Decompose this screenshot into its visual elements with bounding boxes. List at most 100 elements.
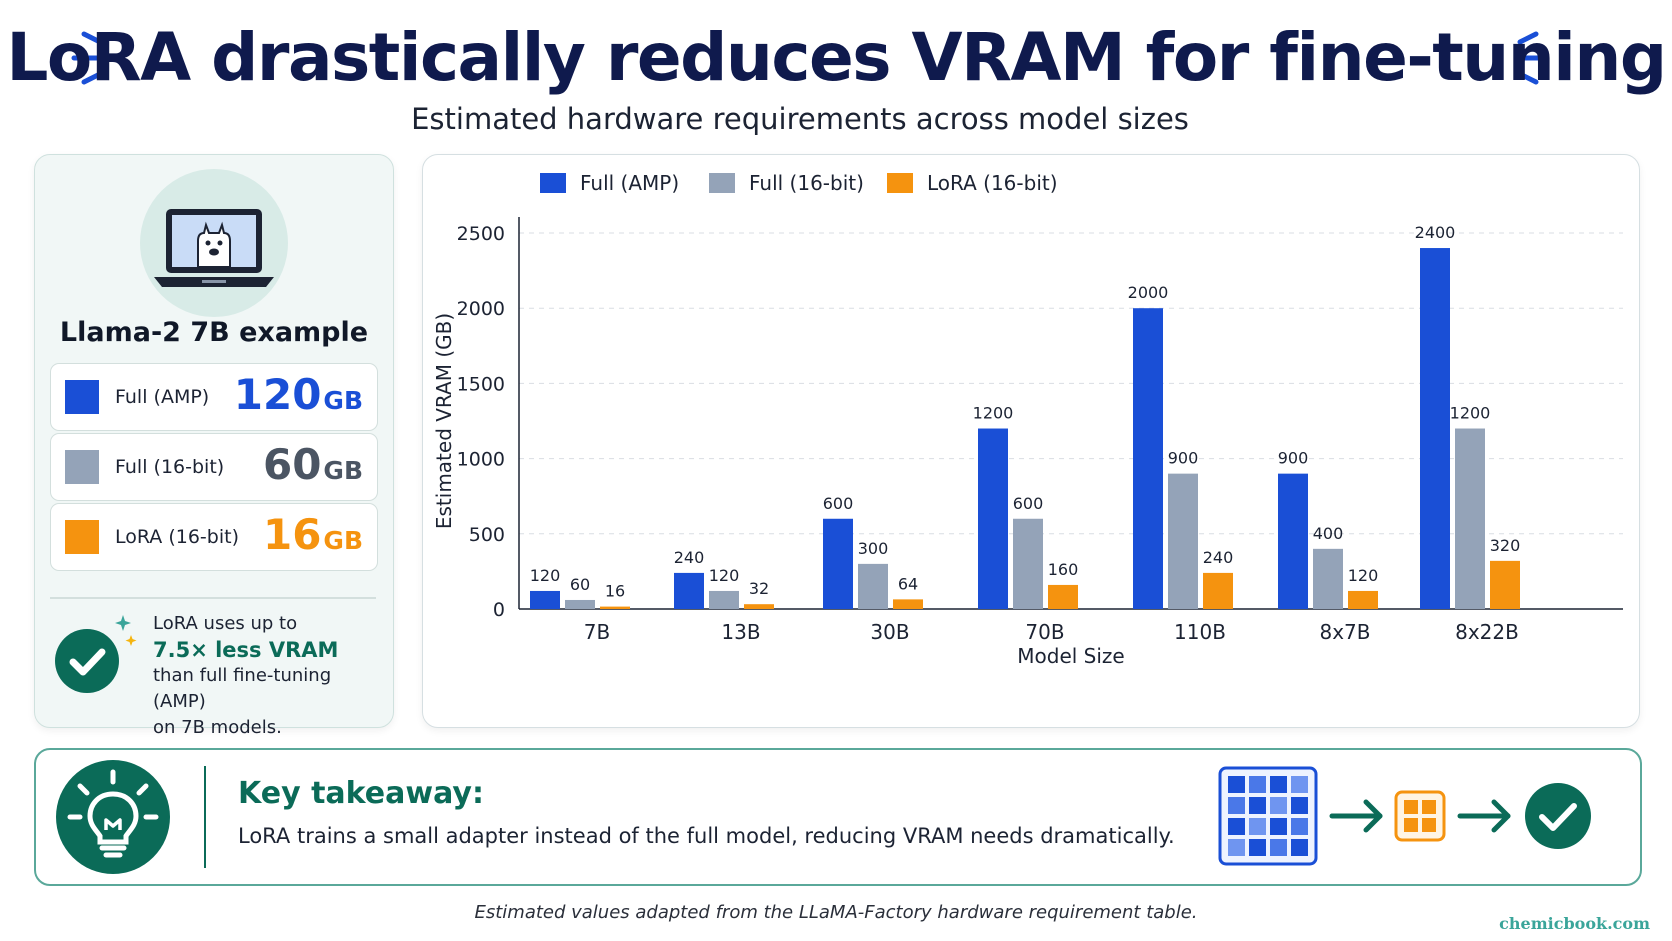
page-title: LoRA drastically reduces VRAM for fine-t…: [6, 19, 1667, 96]
data-label: 2400: [1415, 223, 1456, 242]
bar-full-16: [709, 590, 739, 609]
data-label: 240: [1203, 548, 1234, 567]
bar-full-amp: [1420, 248, 1450, 609]
bar-lora-16: [1203, 572, 1233, 609]
bar-lora-16: [1048, 584, 1078, 609]
note-text: LoRA uses up to 7.5× less VRAM than full…: [153, 611, 389, 741]
x-tick-label: 30B: [870, 620, 909, 644]
legend-label: Full (16-bit): [749, 171, 864, 195]
x-tick-label: 8x7B: [1319, 620, 1370, 644]
chart-card: 0 500 1000 1500 2000 2500 120 60 16 7B 240 120 32 13B…: [422, 154, 1640, 728]
data-label: 400: [1313, 524, 1344, 543]
bar-full-amp: [823, 518, 853, 609]
bar-full-amp: [674, 572, 704, 609]
y-tick-label: 2500: [457, 223, 505, 245]
y-tick-label: 1500: [457, 373, 505, 395]
bar-full-16: [1313, 548, 1343, 609]
data-label: 16: [605, 582, 625, 601]
takeaway-text: LoRA trains a small adapter instead of t…: [238, 824, 1175, 848]
bar-full-amp: [1133, 308, 1163, 609]
y-tick-label: 1000: [457, 449, 505, 471]
adapter-grid-icon: [1394, 790, 1446, 842]
x-tick-label: 110B: [1174, 620, 1226, 644]
y-tick-label: 0: [493, 599, 505, 621]
legend-swatch: [887, 173, 913, 193]
lora-16-swatch: [65, 520, 99, 554]
stat-unit: GB: [323, 456, 363, 485]
note-line-1: LoRA uses up to: [153, 613, 298, 634]
brand-watermark: chemicbook.com: [1499, 914, 1650, 933]
example-card: Llama-2 7B example Full (AMP) 120GB Full…: [34, 154, 394, 738]
bar-full-16: [1168, 473, 1198, 609]
legend-swatch: [709, 173, 735, 193]
bar-full-amp: [1278, 473, 1308, 609]
divider: [50, 597, 376, 599]
stat-label: Full (AMP): [115, 386, 210, 408]
data-label: 240: [674, 548, 705, 567]
check-icon: [55, 629, 119, 693]
bar-full-amp: [530, 590, 560, 609]
x-tick-label: 7B: [584, 620, 610, 644]
data-label: 120: [1348, 566, 1379, 585]
bar-full-16: [1013, 518, 1043, 609]
legend-swatch: [540, 173, 566, 193]
data-label: 900: [1278, 449, 1309, 468]
data-label: 600: [1013, 494, 1044, 513]
data-label: 1200: [973, 404, 1014, 423]
stat-number: 120: [233, 370, 322, 419]
note-line-2: than full fine-tuning (AMP): [153, 665, 332, 712]
stat-full-16: Full (16-bit) 60GB: [50, 433, 378, 501]
bar-lora-16: [1490, 560, 1520, 609]
sparkle-icon: [115, 615, 137, 646]
stat-label: LoRA (16-bit): [115, 526, 239, 548]
data-label: 2000: [1128, 283, 1169, 302]
bar-full-16: [858, 563, 888, 609]
stat-label: Full (16-bit): [115, 456, 225, 478]
data-label: 120: [530, 566, 561, 585]
note-highlight: 7.5× less VRAM: [153, 638, 339, 662]
page-subtitle: Estimated hardware requirements across m…: [411, 102, 1189, 136]
adapter-flow: [1216, 760, 1636, 876]
x-tick-label: 13B: [721, 620, 760, 644]
full-16-swatch: [65, 450, 99, 484]
stat-value: 120GB: [234, 370, 363, 419]
bar-full-16: [1455, 428, 1485, 609]
full-amp-swatch: [65, 380, 99, 414]
check-icon: [1525, 783, 1591, 849]
y-tick-label: 2000: [457, 298, 505, 320]
laptop-llama-icon: [140, 169, 288, 317]
arrow-right-icon: [1329, 799, 1383, 833]
bar-lora-16: [744, 604, 774, 609]
stat-lora-16: LoRA (16-bit) 16GB: [50, 503, 378, 571]
data-label: 32: [749, 579, 769, 598]
stat-unit: GB: [323, 526, 363, 555]
example-title: Llama-2 7B example: [59, 317, 369, 348]
takeaway-title: Key takeaway:: [238, 776, 484, 811]
x-tick-label: 70B: [1025, 620, 1064, 644]
legend-label: LoRA (16-bit): [927, 171, 1058, 195]
data-label: 600: [823, 494, 854, 513]
data-label: 120: [709, 566, 740, 585]
sparkle-left-icon: [70, 30, 106, 86]
y-axis-label: Estimated VRAM (GB): [432, 313, 456, 529]
legend-label: Full (AMP): [580, 171, 679, 195]
footnote: Estimated values adapted from the LLaMA-…: [474, 902, 1198, 923]
bar-lora-16: [600, 606, 630, 609]
note-line-3: on 7B models.: [153, 717, 282, 738]
stat-full-amp: Full (AMP) 120GB: [50, 363, 378, 431]
full-grid-icon: [1218, 766, 1318, 866]
stat-unit: GB: [323, 386, 363, 415]
stat-number: 60: [262, 440, 322, 489]
y-tick-label: 500: [469, 524, 505, 546]
stat-number: 16: [262, 510, 322, 559]
x-axis-label: Model Size: [1017, 644, 1124, 668]
data-label: 1200: [1450, 404, 1491, 423]
stat-value: 60GB: [263, 440, 363, 489]
lightbulb-icon: [56, 760, 170, 874]
x-tick-label: 8x22B: [1455, 620, 1519, 644]
bar-lora-16: [1348, 590, 1378, 609]
data-label: 60: [570, 575, 590, 594]
data-label: 64: [898, 574, 918, 593]
bar-full-16: [565, 599, 595, 609]
